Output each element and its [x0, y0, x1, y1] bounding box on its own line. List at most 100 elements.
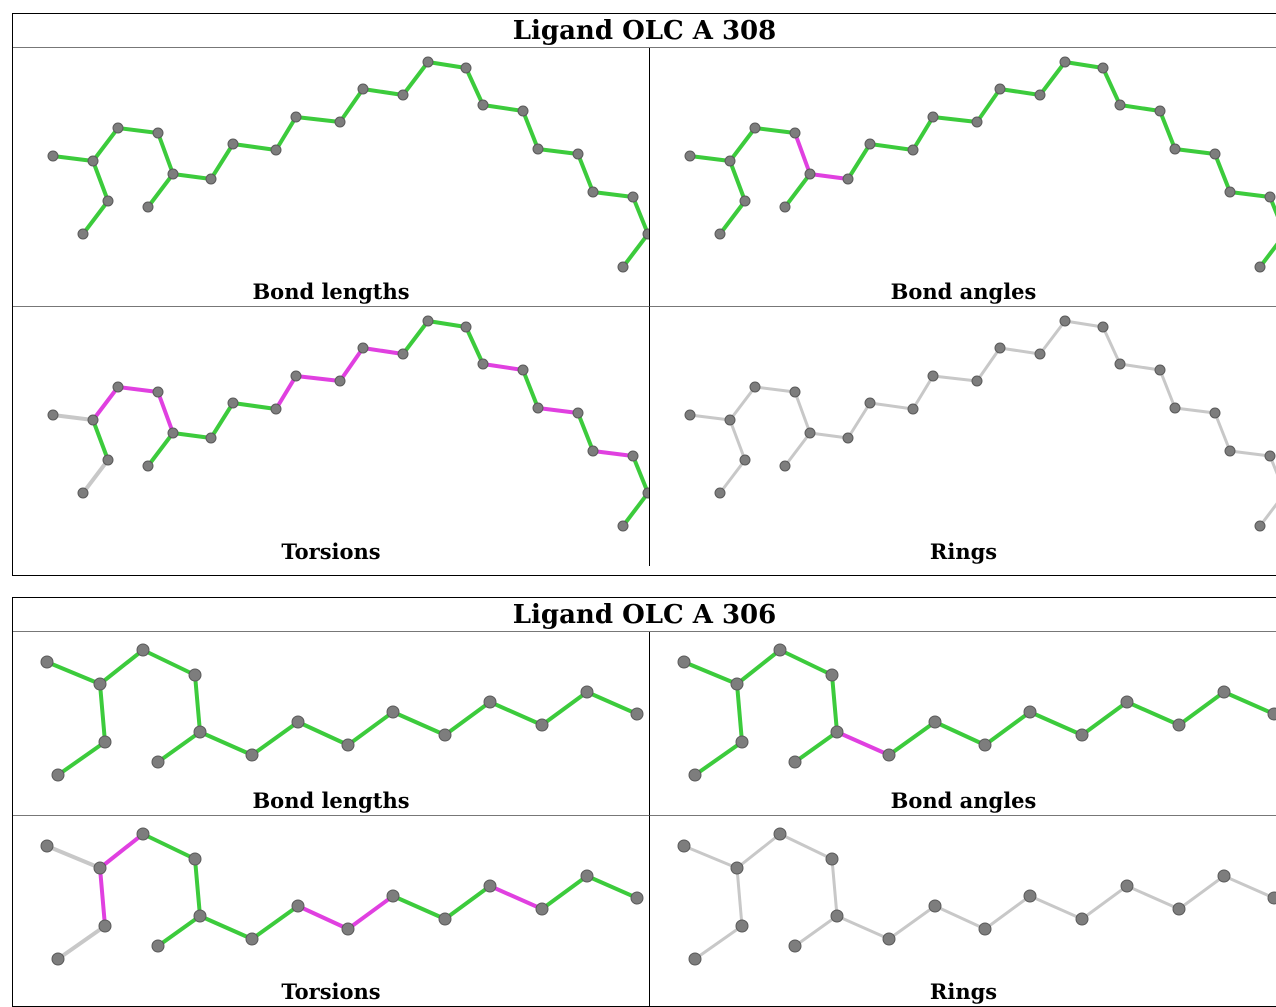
atom: [1224, 445, 1236, 457]
bond: [141, 832, 197, 861]
bond: [488, 700, 544, 727]
bond: [585, 690, 639, 716]
molecule-diagram: [40, 643, 644, 782]
atom: [773, 827, 787, 841]
atom: [357, 342, 369, 354]
atom: [1034, 89, 1046, 101]
atom: [517, 364, 529, 376]
bond: [1222, 874, 1276, 900]
bond: [931, 115, 979, 124]
bond: [426, 319, 468, 329]
bond: [835, 730, 891, 757]
bond: [156, 914, 202, 948]
bond: [296, 904, 350, 931]
atom: [789, 386, 801, 398]
atom: [357, 83, 369, 95]
bond: [536, 147, 580, 156]
bond: [91, 418, 110, 462]
bond: [778, 832, 834, 861]
atom: [188, 852, 202, 866]
atom: [386, 705, 400, 719]
ligand-panel-a308: Ligand OLC A 308 Bond lengths Bond angle…: [12, 13, 1276, 576]
bond: [296, 720, 350, 747]
atom: [1154, 105, 1166, 117]
atom: [1217, 685, 1231, 699]
atom: [40, 655, 54, 669]
bond: [51, 154, 95, 163]
atom: [167, 427, 179, 439]
atom: [460, 321, 472, 333]
panel-title: Ligand OLC A 306: [13, 598, 1276, 632]
atom: [334, 375, 346, 387]
bond: [1038, 60, 1067, 97]
bond: [793, 390, 812, 435]
atom: [1254, 520, 1266, 532]
bond: [1258, 242, 1276, 269]
atom: [142, 460, 154, 472]
bond: [540, 874, 589, 911]
bond: [975, 346, 1002, 383]
bond: [209, 142, 235, 181]
bond: [887, 904, 937, 941]
view-bond-angles: Bond angles: [650, 48, 1276, 307]
bond: [521, 368, 540, 410]
atom: [735, 919, 749, 933]
molecule-diagram: [677, 643, 1276, 782]
atom: [928, 899, 942, 913]
bond: [209, 401, 235, 440]
atom: [1097, 321, 1109, 333]
atom: [864, 138, 876, 150]
atom: [438, 912, 452, 926]
bond: [156, 730, 202, 764]
atom: [789, 127, 801, 139]
atom: [928, 715, 942, 729]
bond: [631, 195, 649, 236]
atom: [730, 677, 744, 691]
bond: [1213, 152, 1232, 194]
bond: [1213, 411, 1232, 453]
bond: [591, 190, 635, 199]
bond: [146, 431, 175, 468]
atom: [47, 150, 59, 162]
bond: [631, 454, 649, 495]
bond: [521, 109, 540, 151]
atom: [1120, 695, 1134, 709]
atom: [907, 403, 919, 415]
atom: [87, 414, 99, 426]
atom: [677, 839, 691, 853]
bond: [783, 431, 812, 468]
atom: [994, 83, 1006, 95]
atom: [749, 381, 761, 393]
bond: [576, 411, 595, 453]
atom: [1154, 364, 1166, 376]
atom: [397, 89, 409, 101]
atom: [422, 315, 434, 327]
atom: [688, 768, 702, 782]
bond: [156, 390, 175, 435]
bond: [1268, 454, 1276, 475]
bond: [1158, 109, 1177, 151]
bond: [98, 832, 145, 870]
ligand-panel-a306: Ligand OLC A 306 Bond lengths Bond angle…: [12, 597, 1276, 1007]
bond: [91, 126, 120, 163]
atom: [290, 111, 302, 123]
atom: [730, 861, 744, 875]
view-caption: Bond angles: [890, 788, 1037, 813]
atom: [93, 677, 107, 691]
bond: [250, 904, 300, 941]
atom: [788, 755, 802, 769]
bond: [728, 418, 747, 462]
atom: [587, 186, 599, 198]
atom: [714, 487, 726, 499]
bond: [346, 710, 395, 747]
bond: [91, 159, 110, 203]
atom: [779, 201, 791, 213]
bond: [346, 894, 395, 931]
bond: [846, 142, 872, 181]
bond: [361, 346, 405, 356]
bond: [98, 866, 107, 928]
molecule-diagram: [40, 827, 644, 966]
atom: [341, 922, 355, 936]
bond: [933, 720, 987, 747]
atom: [142, 201, 154, 213]
